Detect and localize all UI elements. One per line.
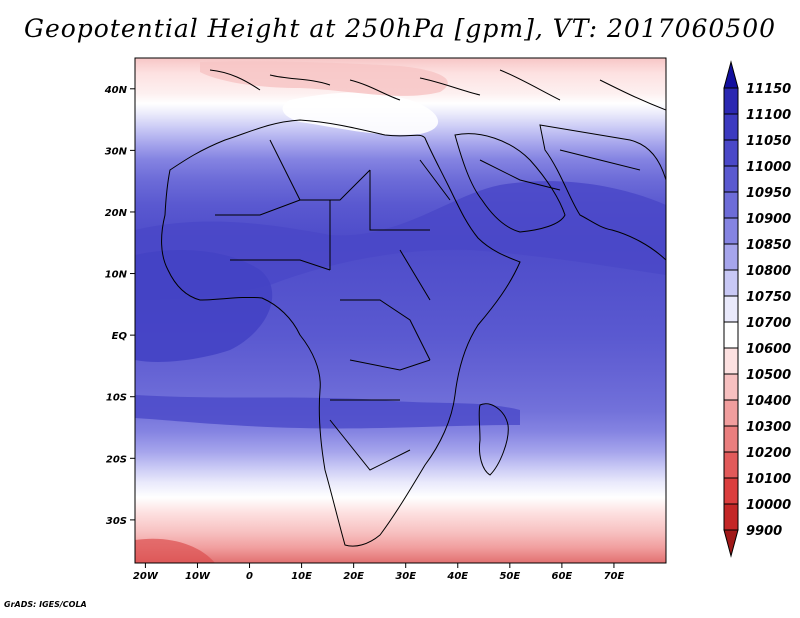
colorbar: 11150 11100 11050 11000 10950 10900 10850 10800… [723,60,791,558]
plot-frame [134,57,667,564]
colorbar-label: 10400 [746,394,791,409]
colorbar-top-arrow [723,60,739,89]
lat-tick-label: 20S [106,454,127,465]
field-mediterranean-high [282,92,439,135]
colorbar-label: 9900 [746,524,782,539]
colorbar-segment [723,425,739,453]
grads-credit: GrADS: IGES/COLA [4,600,87,609]
longitude-axis: 20W 10W 0 10E 20E 30E 40E 50E 60E 70E [133,563,625,582]
colorbar-segment [723,451,739,479]
lat-tick-label: EQ [112,331,128,342]
colorbar-label: 11050 [746,134,791,149]
colorbar-label: 11150 [746,82,791,97]
lon-tick-label: 0 [246,571,253,582]
colorbar-label: 10900 [746,212,791,227]
colorbar-segment [723,139,739,167]
lon-tick-label: 40E [446,571,468,582]
colorbar-label: 10850 [746,238,791,253]
colorbar-segment [723,165,739,193]
colorbar-segment [723,295,739,323]
colorbar-label: 10000 [746,498,791,513]
field-core-north [135,181,666,300]
field-mediterranean-pink [200,61,448,96]
colorbar-bottom-arrow [723,529,739,558]
field-south-low [135,538,215,563]
colorbar-label: 10600 [746,342,791,357]
colorbar-segment [723,217,739,245]
colorbar-segment [723,477,739,505]
field-core-west [135,250,273,362]
colorbar-segment [723,347,739,375]
colorbar-label: 10800 [746,264,791,279]
colorbar-label: 11100 [746,108,791,123]
colorbar-segment [723,503,739,531]
colorbar-label: 10700 [746,316,791,331]
colorbar-label: 10950 [746,186,791,201]
colorbar-label: 10500 [746,368,791,383]
colorbar-segment [723,87,739,115]
colorbar-label: 10750 [746,290,791,305]
lon-tick-label: 60E [552,571,573,582]
lon-tick-label: 70E [604,571,625,582]
map-title: Geopotential Height at 250hPa [gpm], VT:… [23,14,777,43]
colorbar-label: 10100 [746,472,791,487]
colorbar-segment [723,269,739,297]
lat-tick-label: 20N [105,208,128,219]
colorbar-label: 10300 [746,420,791,435]
lon-tick-label: 20W [133,571,159,582]
lon-tick-label: 10E [291,571,312,582]
lat-tick-label: 30N [105,146,128,157]
field-core-south [135,395,520,429]
colorbar-label: 11000 [746,160,791,175]
lat-tick-label: 30S [106,516,127,527]
lon-tick-label: 20E [343,571,364,582]
lat-tick-label: 40N [104,85,128,96]
lon-tick-label: 50E [499,571,520,582]
lon-tick-label: 30E [395,571,416,582]
colorbar-segment [723,243,739,271]
colorbar-segment [723,373,739,401]
coastlines [161,69,666,547]
lat-tick-label: 10N [105,270,128,281]
colorbar-segment [723,113,739,141]
latitude-axis: 40N 30N 20N 10N EQ 10S 20S 30S [104,85,135,527]
colorbar-label: 10200 [746,446,791,461]
colorbar-segment [723,191,739,219]
lat-tick-label: 10S [106,393,127,404]
lon-tick-label: 10W [185,571,211,582]
colorbar-segment [723,399,739,427]
colorbar-segment [723,321,739,349]
